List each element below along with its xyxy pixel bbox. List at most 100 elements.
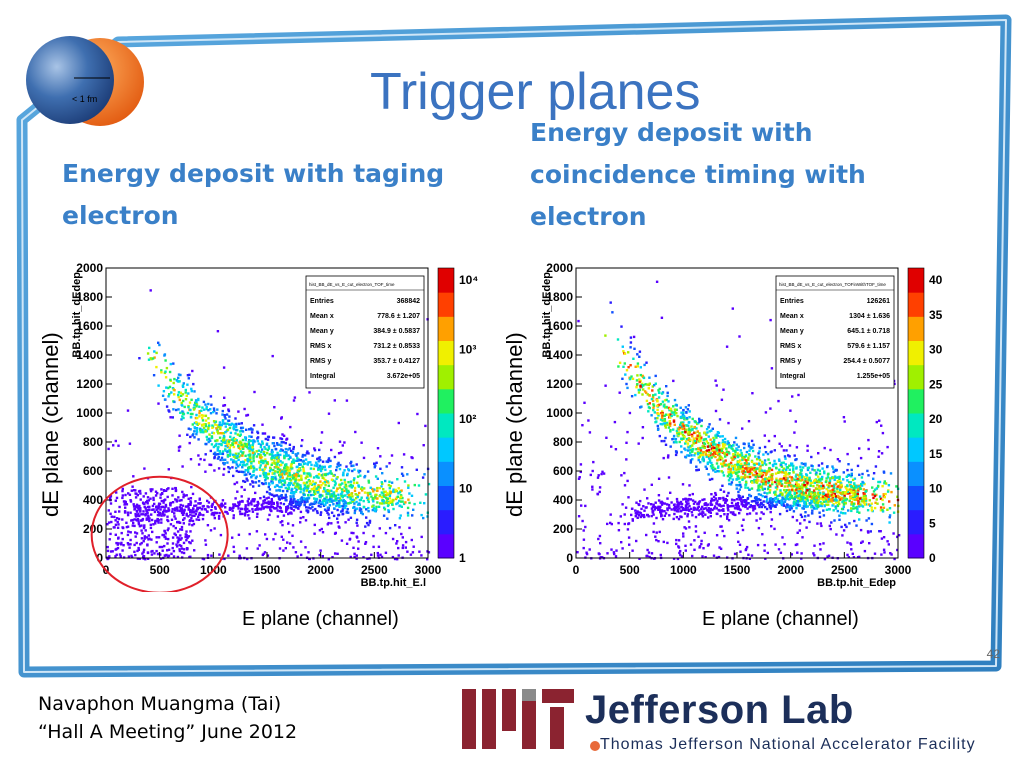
y-tick-label: 600 bbox=[553, 464, 573, 478]
y-tick-label: 1800 bbox=[76, 290, 103, 304]
colorbar-segment bbox=[908, 437, 924, 462]
y-tick-label: 1400 bbox=[76, 348, 103, 362]
stats-label: Integral bbox=[780, 373, 805, 380]
colorbar-tick-label: 1 bbox=[459, 551, 466, 565]
y-tick-label: 1400 bbox=[546, 348, 573, 362]
colorbar-segment bbox=[908, 316, 924, 341]
y-tick-label: 200 bbox=[83, 522, 103, 536]
stats-value: 645.1 ± 0.718 bbox=[847, 328, 890, 335]
y-tick-label: 1000 bbox=[546, 406, 573, 420]
colorbar-segment bbox=[438, 340, 454, 366]
y-tick-label: 1600 bbox=[546, 319, 573, 333]
colorbar-segment bbox=[908, 292, 924, 317]
colorbar-tick-label: 10² bbox=[459, 412, 476, 426]
stats-value: 579.6 ± 1.157 bbox=[847, 343, 890, 350]
y-tick-label: 0 bbox=[96, 551, 103, 565]
colorbar-tick-label: 0 bbox=[929, 551, 936, 565]
stats-value: 1304 ± 1.636 bbox=[849, 313, 890, 320]
y-tick-label: 800 bbox=[553, 435, 573, 449]
colorbar-segment bbox=[908, 388, 924, 414]
stats-value: 778.6 ± 1.207 bbox=[377, 313, 420, 320]
x-tick-label: 1500 bbox=[254, 563, 281, 577]
colorbar-segment bbox=[438, 316, 454, 341]
x-tick-label: 3000 bbox=[885, 563, 912, 577]
stats-label: Mean y bbox=[780, 328, 804, 335]
stats-value: 731.2 ± 0.8533 bbox=[373, 343, 420, 350]
colorbar-segment bbox=[908, 509, 924, 535]
stats-value: 384.9 ± 0.5837 bbox=[373, 328, 420, 335]
colorbar-segment bbox=[438, 461, 454, 486]
stats-value: 3.672e+05 bbox=[387, 373, 420, 380]
colorbar-segment bbox=[438, 268, 454, 293]
page-number: 42 bbox=[986, 647, 1000, 661]
stats-name: hist_BB_dE_vs_E_cut_electron_TOF_time bbox=[309, 282, 395, 287]
jefferson-lab-subtitle: Thomas Jefferson National Accelerator Fa… bbox=[600, 736, 976, 753]
colorbar-segment bbox=[438, 413, 454, 438]
y-tick-label: 1600 bbox=[76, 319, 103, 333]
colorbar-tick-label: 10 bbox=[459, 482, 473, 496]
slide-title: Trigger planes bbox=[370, 63, 701, 121]
colorbar-segment bbox=[908, 485, 924, 511]
histogram-right: 0 500 1000 1500 2000 2500 30000200400600800100… bbox=[541, 262, 943, 589]
colorbar-segment bbox=[438, 292, 454, 317]
colorbar-segment bbox=[908, 533, 924, 559]
y-axis-label-left: dE plane (channel) bbox=[38, 332, 63, 517]
stats-box bbox=[305, 275, 425, 389]
colorbar-segment bbox=[908, 461, 924, 486]
colorbar-tick-label: 35 bbox=[929, 308, 943, 322]
x-tick-label: 3000 bbox=[415, 563, 442, 577]
density-cloud bbox=[576, 280, 901, 561]
colorbar-tick-label: 5 bbox=[929, 516, 936, 530]
heading-left: Energy deposit with taging electron bbox=[62, 159, 445, 230]
colorbar-tick-label: 15 bbox=[929, 447, 943, 461]
atom-logo-text: < 1 fm bbox=[72, 94, 97, 104]
annotation-circle bbox=[90, 475, 229, 592]
stats-label: Mean y bbox=[310, 328, 334, 335]
y-tick-label: 1000 bbox=[76, 406, 103, 420]
histogram-left: 0 500 1000 1500 2000 2500 30000200400600800100… bbox=[71, 262, 478, 592]
footer-line-1: Navaphon Muangma (Tai) bbox=[38, 693, 282, 715]
x-tick-label: 1500 bbox=[724, 563, 751, 577]
y-axis-title: BB.tp.hit_dEdep bbox=[541, 272, 553, 358]
y-tick-label: 2000 bbox=[546, 262, 573, 275]
density-cloud bbox=[106, 289, 431, 561]
y-tick-label: 1800 bbox=[546, 290, 573, 304]
y-tick-label: 400 bbox=[83, 493, 103, 507]
y-tick-label: 1200 bbox=[76, 377, 103, 391]
stats-label: Mean x bbox=[780, 313, 804, 320]
stats-value: 353.7 ± 0.4127 bbox=[373, 358, 420, 365]
footer-line-2: “Hall A Meeting” June 2012 bbox=[38, 721, 298, 743]
colorbar-segment bbox=[908, 268, 924, 293]
stats-label: Entries bbox=[780, 298, 804, 305]
heading-right: Energy deposit with coincidence timing w… bbox=[530, 118, 866, 231]
jefferson-lab-logo-text: Jefferson Lab bbox=[585, 688, 854, 732]
stats-name: hist_BB_dE_vs_E_cut_electron_TOFinWithTO… bbox=[779, 282, 886, 287]
stats-value: 1.255e+05 bbox=[857, 373, 890, 380]
y-tick-label: 800 bbox=[83, 435, 103, 449]
stats-value: 254.4 ± 0.5077 bbox=[843, 358, 890, 365]
stats-label: RMS x bbox=[310, 343, 332, 350]
stats-label: RMS x bbox=[780, 343, 802, 350]
colorbar-segment bbox=[438, 509, 454, 535]
colorbar-tick-label: 20 bbox=[929, 412, 943, 426]
colorbar-segment bbox=[438, 485, 454, 511]
colorbar-segment bbox=[438, 364, 454, 390]
y-tick-label: 400 bbox=[553, 493, 573, 507]
x-tick-label: 2000 bbox=[307, 563, 334, 577]
footer-author: Navaphon Muangma (Tai) “Hall A Meeting” … bbox=[38, 690, 297, 746]
colorbar-tick-label: 25 bbox=[929, 377, 943, 391]
stats-value: 126261 bbox=[867, 298, 890, 305]
y-tick-label: 200 bbox=[553, 522, 573, 536]
colorbar-segment bbox=[438, 437, 454, 462]
x-tick-label: 500 bbox=[620, 563, 640, 577]
colorbar-segment bbox=[908, 340, 924, 366]
colorbar-frame bbox=[907, 267, 925, 559]
x-tick-label: 0 bbox=[573, 563, 580, 577]
colorbar-tick-label: 10 bbox=[929, 482, 943, 496]
y-tick-label: 0 bbox=[566, 551, 573, 565]
y-tick-label: 1200 bbox=[546, 377, 573, 391]
colorbar-segment bbox=[908, 413, 924, 438]
y-tick-label: 2000 bbox=[76, 262, 103, 275]
stats-label: RMS y bbox=[780, 358, 802, 365]
stats-label: Integral bbox=[310, 373, 335, 380]
